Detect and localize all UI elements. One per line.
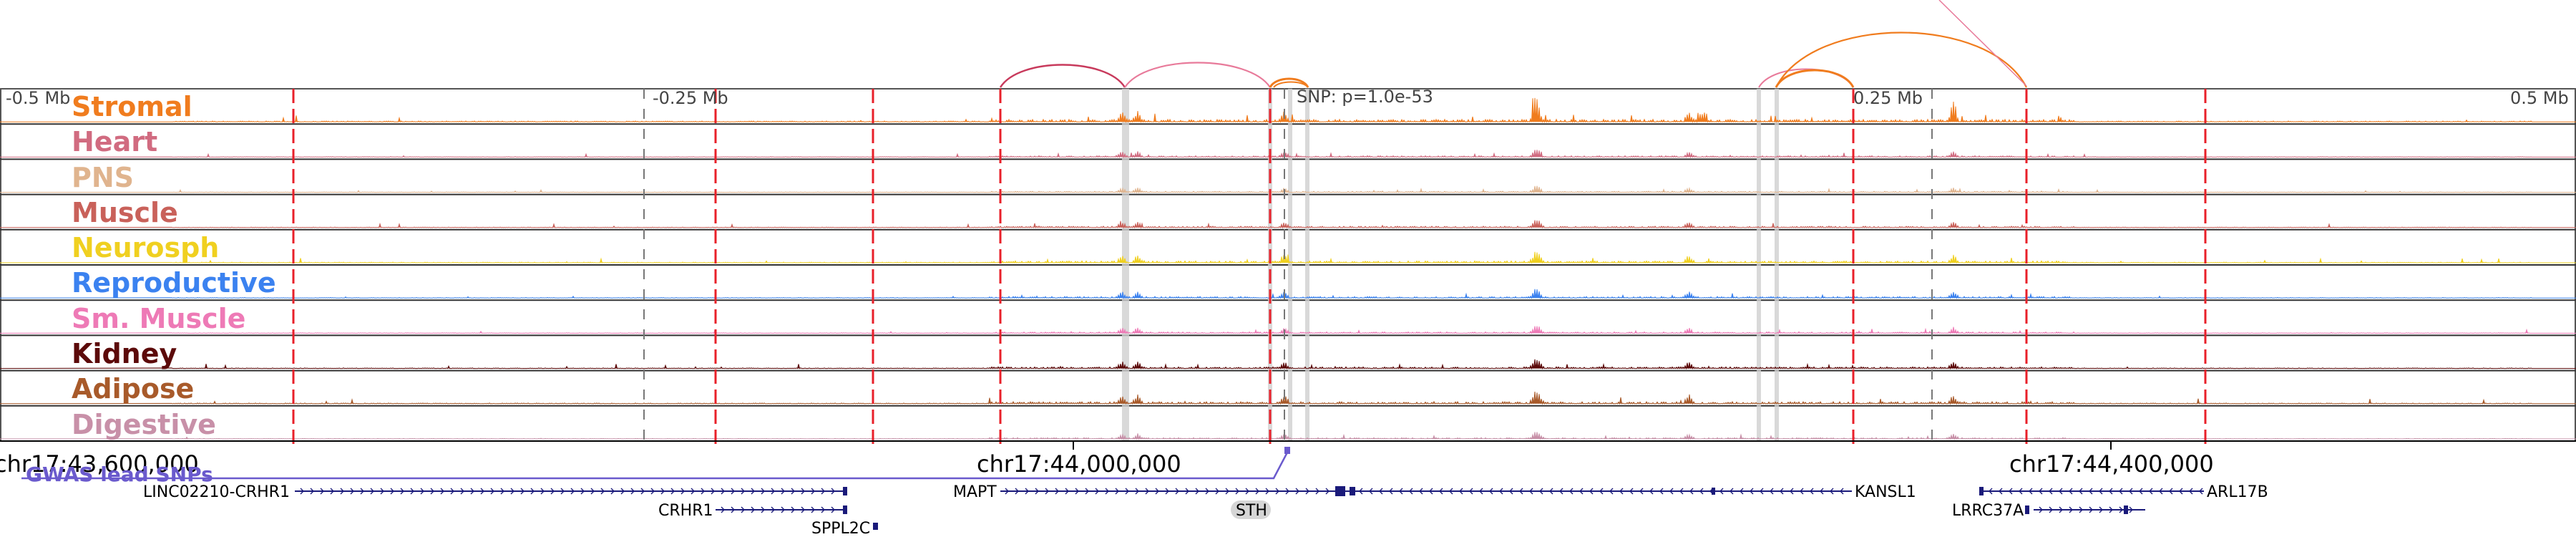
loop-arc	[1273, 81, 1309, 88]
gene-exon-arl17b	[1979, 487, 1984, 495]
track-label-heart: Heart	[72, 126, 157, 158]
gene-label-arl17b: ARL17B	[2207, 483, 2268, 501]
track-label-kidney: Kidney	[72, 338, 177, 369]
track-label-reproductive: Reproductive	[72, 267, 276, 299]
genomic-coordinate-axis: chr17:43,600,000 chr17:44,000,000 chr17:…	[0, 440, 2576, 478]
signal-track-sm-muscle	[0, 326, 2576, 335]
signal-track-reproductive	[0, 289, 2576, 300]
gene-exon-crhr1	[843, 505, 847, 514]
gene-crhr1: CRHR1	[658, 502, 847, 520]
gene-strand-arrows-arl17b	[1989, 488, 2203, 495]
snp-pvalue-label: SNP: p=1.0e-53	[1297, 87, 1433, 107]
axis-label-minus-quarter: -0.25 Mb	[653, 88, 728, 108]
loop-arc	[1775, 32, 2027, 88]
track-label-neurosph: Neurosph	[72, 232, 219, 263]
signal-track-muscle	[0, 220, 2576, 229]
signal-track-digestive	[0, 432, 2576, 440]
loop-arc	[1758, 68, 1854, 88]
gene-exon-kansl1-a	[1350, 487, 1355, 495]
boundary-markers	[292, 89, 2207, 444]
gene-sth: STH	[1231, 500, 1271, 520]
gene-exon-lrrc37a-a	[2025, 505, 2029, 514]
track-labels: Stromal Heart PNS Muscle Neurosph Reprod…	[72, 91, 276, 440]
gene-exon-mapt	[1335, 486, 1345, 496]
gene-sppl2c: SPPL2C	[811, 520, 878, 537]
track-label-muscle: Muscle	[72, 197, 178, 228]
gene-label-background-sth	[1231, 500, 1271, 519]
axis-label-plus-half: 0.5 Mb	[2510, 88, 2569, 108]
snp-highlight-column	[1268, 89, 1272, 441]
coordinate-label-right: chr17:44,400,000	[2009, 450, 2214, 478]
gene-strand-arrows-kansl1	[1359, 488, 1844, 495]
coordinate-label-left: chr17:43,600,000	[0, 450, 199, 478]
track-label-sm-muscle: Sm. Muscle	[72, 303, 245, 334]
snp-highlight-column	[1775, 89, 1779, 441]
gene-lrrc37a: LRRC37A	[1952, 502, 2145, 520]
track-label-adipose: Adipose	[72, 373, 194, 405]
signal-tracks	[0, 97, 2576, 440]
gene-strand-arrows-lrrc37a	[2039, 506, 2133, 513]
gene-label-mapt: MAPT	[953, 483, 997, 501]
gwas-snp-connector	[21, 450, 1289, 480]
gene-linc02210-crhr1: LINC02210-CRHR1	[143, 483, 847, 501]
gene-arl17b: ARL17B	[1979, 483, 2268, 501]
gene-strand-arrows-linc02210-crhr1	[300, 488, 835, 495]
track-label-pns: PNS	[72, 162, 134, 193]
gene-label-kansl1: KANSL1	[1855, 483, 1916, 501]
signal-track-pns	[0, 185, 2576, 194]
gene-strand-arrows-mapt	[1005, 488, 1330, 495]
signal-track-neurosph	[0, 251, 2576, 264]
gene-exon-kansl1-b	[1712, 488, 1715, 495]
track-label-digestive: Digestive	[72, 409, 216, 440]
track-label-stromal: Stromal	[72, 91, 192, 122]
snp-highlight-columns	[1122, 89, 1779, 441]
snp-highlight-column	[1288, 89, 1292, 441]
gene-label-lrrc37a: LRRC37A	[1952, 502, 2024, 520]
gene-label-sppl2c: SPPL2C	[811, 520, 870, 537]
snp-highlight-column	[1305, 89, 1309, 441]
signal-track-kidney	[0, 359, 2576, 370]
gene-strand-arrows-crhr1	[721, 506, 835, 513]
gene-kansl1: KANSL1	[1345, 483, 1916, 501]
gwas-track-label: GWAS lead SNPs	[26, 463, 213, 486]
gene-label-linc02210-crhr1: LINC02210-CRHR1	[143, 483, 290, 501]
loop-arc	[1775, 69, 1855, 88]
gene-mapt: MAPT	[953, 483, 1345, 501]
snp-highlight-column	[1757, 89, 1761, 441]
axis-label-minus-half: -0.5 Mb	[6, 88, 70, 108]
gwas-lead-snp-track: GWAS lead SNPs	[21, 447, 1290, 486]
gwas-snp-marker	[1284, 447, 1290, 454]
loop-arc	[1124, 62, 1271, 88]
loop-arc-edge	[1938, 0, 2027, 87]
gene-exon-sppl2c	[873, 523, 878, 530]
signal-track-adipose	[0, 392, 2576, 405]
axis-label-plus-quarter: 0.25 Mb	[1853, 88, 1923, 108]
gene-exon-linc02210-crhr1	[843, 487, 847, 495]
gene-label-crhr1: CRHR1	[658, 502, 713, 520]
signal-track-heart	[0, 150, 2576, 159]
coordinate-label-mid: chr17:44,000,000	[977, 450, 1181, 478]
gene-annotation-track: LINC02210-CRHR1 CRHR1 SPPL2C MAPT	[143, 483, 2268, 537]
gene-label-sth: STH	[1236, 502, 1267, 520]
chromatin-loop-arcs	[999, 0, 2027, 88]
signal-track-stromal	[0, 97, 2576, 124]
gene-exon-lrrc37a-b	[2124, 505, 2128, 514]
snp-highlight-column	[1122, 89, 1129, 441]
loop-arc	[999, 64, 1126, 88]
